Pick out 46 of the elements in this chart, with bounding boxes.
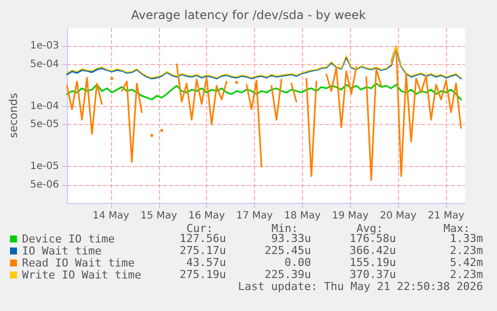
x-tick-label: 17 May xyxy=(236,210,273,222)
y-tick-label: 5e-05 xyxy=(30,119,59,130)
text: 43.57u xyxy=(186,256,226,269)
text: 225.45u xyxy=(264,244,311,257)
y-axis-title: seconds xyxy=(7,92,20,138)
point xyxy=(150,134,154,137)
text: 2.23m xyxy=(450,268,484,281)
text: 275.19u xyxy=(180,268,226,281)
text: 225.39u xyxy=(264,268,311,281)
point xyxy=(110,77,114,80)
text: 1.33m xyxy=(450,232,484,245)
x-tick-label: 18 May xyxy=(284,210,321,222)
legend-label: Device IO time xyxy=(22,232,115,246)
text: 2.23m xyxy=(450,244,484,257)
text: 176.58u xyxy=(350,232,396,245)
x-tick-label: 19 May xyxy=(332,210,369,222)
text: 0.00 xyxy=(284,256,312,269)
text: Cur: xyxy=(186,222,214,235)
text: 275.17u xyxy=(180,244,226,257)
chart-title: Average latency for /dev/sda - by week xyxy=(131,8,366,22)
x-tick-label: 21 May xyxy=(428,210,464,222)
text: Max: xyxy=(444,222,470,235)
y-tick-label: 5e-04 xyxy=(30,58,59,70)
legend-label: Read IO Wait time xyxy=(22,256,135,270)
y-tick-label: 1e-05 xyxy=(30,161,59,172)
point xyxy=(160,128,164,132)
x-tick-label: 16 May xyxy=(188,210,226,222)
text: 127.56u xyxy=(180,232,226,245)
legend-label: Write IO Wait time xyxy=(22,268,142,282)
line-series xyxy=(66,82,462,100)
y-tick-label: 1e-04 xyxy=(30,100,59,112)
x-tick-label: 14 May xyxy=(92,210,130,222)
text: 366.42u xyxy=(350,244,396,257)
y-tick-label: 5e-06 xyxy=(30,179,59,190)
point xyxy=(235,80,238,84)
text: Last update: Thu May 21 22:50:38 2026 xyxy=(238,280,484,293)
text: 5.42m xyxy=(450,256,484,269)
text: Min: xyxy=(272,222,298,235)
x-tick-label: 20 May xyxy=(380,210,417,222)
text: 155.19u xyxy=(350,256,396,269)
y-tick-label: 1e-03 xyxy=(30,40,59,52)
text: 370.37u xyxy=(350,268,396,281)
text: 93.33u xyxy=(271,232,312,245)
text: Avg: xyxy=(356,222,384,235)
x-tick-label: 15 May xyxy=(140,210,178,222)
legend-label: IO Wait time xyxy=(22,244,102,258)
